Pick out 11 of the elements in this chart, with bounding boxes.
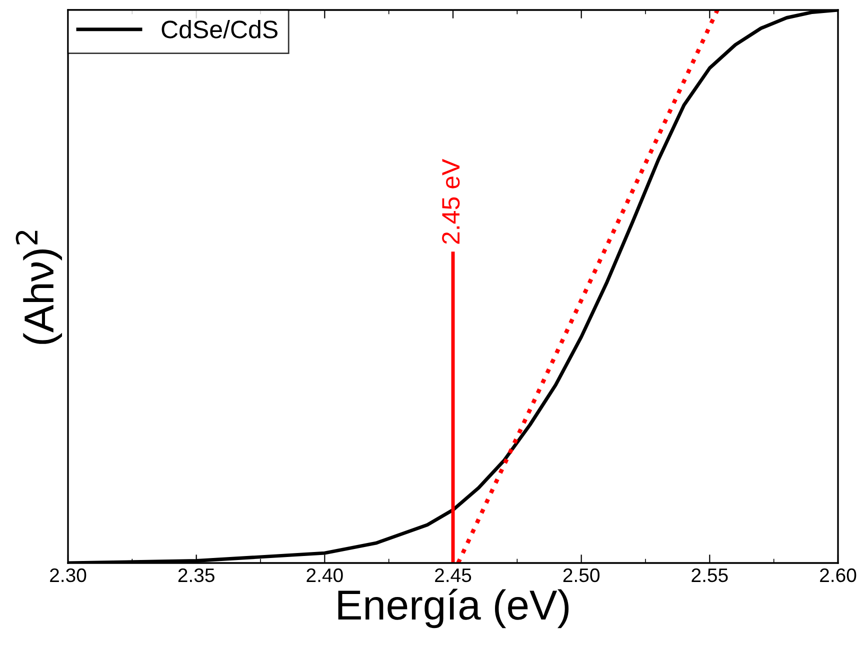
- x-axis-title: Energía (eV): [338, 588, 569, 628]
- annotation: 2.45 eV: [442, 158, 460, 244]
- x-tick-label: 2.60: [820, 568, 856, 582]
- x-tick-label: 2.30: [50, 568, 86, 582]
- y-axis-title: (Ahν)$^{2}$: [16, 230, 62, 344]
- x-tick-label: 2.35: [178, 568, 214, 582]
- legend-label: CdSe/CdS: [162, 20, 278, 38]
- x-tick-label: 2.55: [692, 568, 728, 582]
- x-tick-label: 2.45: [435, 568, 472, 582]
- x-tick-label: 2.40: [306, 568, 343, 582]
- x-tick-label: 2.50: [563, 568, 600, 582]
